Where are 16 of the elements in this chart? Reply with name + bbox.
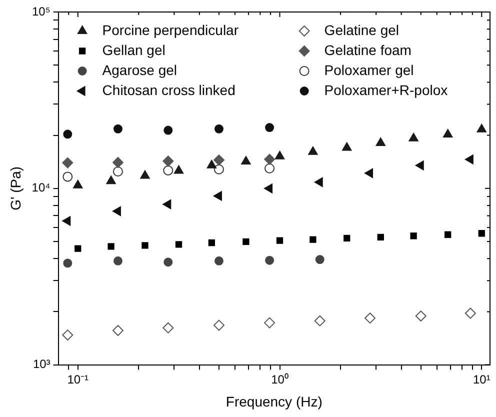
- legend-label: Gelatine foam: [324, 42, 412, 58]
- x-tick-label: 10¹: [472, 372, 490, 386]
- legend-label: Chitosan cross linked: [102, 82, 236, 98]
- y-axis-title: G' (Pa): [7, 166, 24, 210]
- legend-label: Poloxamer+R-polox: [324, 82, 448, 98]
- legend-label: Agarose gel: [102, 62, 178, 78]
- x-tick-label: 10⁻¹: [67, 372, 89, 386]
- legend-label: Porcine perpendicular: [102, 22, 239, 38]
- x-axis-title: Frequency (Hz): [226, 393, 322, 410]
- legend-label: Poloxamer gel: [324, 62, 414, 78]
- legend-label: Gelatine gel: [324, 22, 400, 38]
- y-tick-label: 10⁵: [32, 4, 50, 18]
- y-tick-label: 10⁴: [32, 180, 50, 195]
- legend-label: Gellan gel: [102, 42, 166, 58]
- x-tick-label: 10⁰: [271, 372, 288, 386]
- y-tick-label: 10³: [32, 357, 50, 372]
